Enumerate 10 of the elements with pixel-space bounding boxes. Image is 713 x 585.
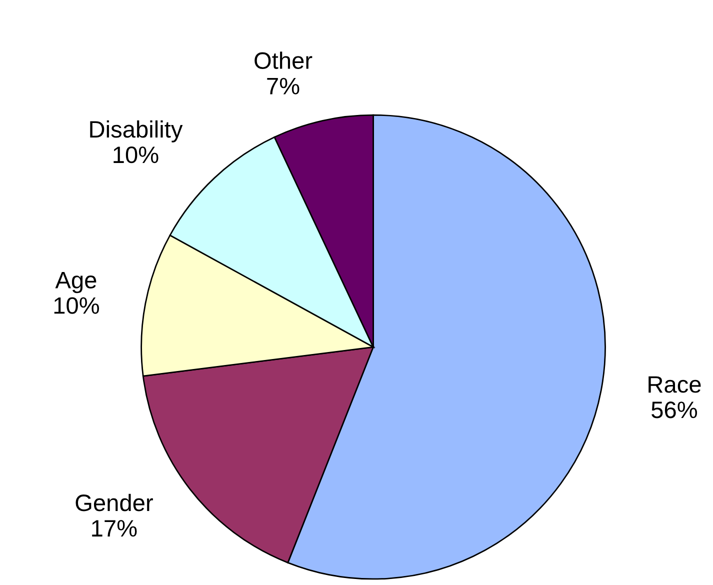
data-label: 17% <box>92 520 137 537</box>
data-label: 10% <box>54 297 100 314</box>
slice-label: Age <box>55 272 96 294</box>
slice-label: Race <box>648 376 701 393</box>
data-label: 56% <box>652 402 698 418</box>
slice-label: Gender <box>76 494 153 512</box>
data-label: 10% <box>114 146 158 164</box>
data-label: 7% <box>267 78 300 94</box>
slice-label: Other <box>254 52 312 70</box>
slice-label: Disability <box>90 120 183 142</box>
